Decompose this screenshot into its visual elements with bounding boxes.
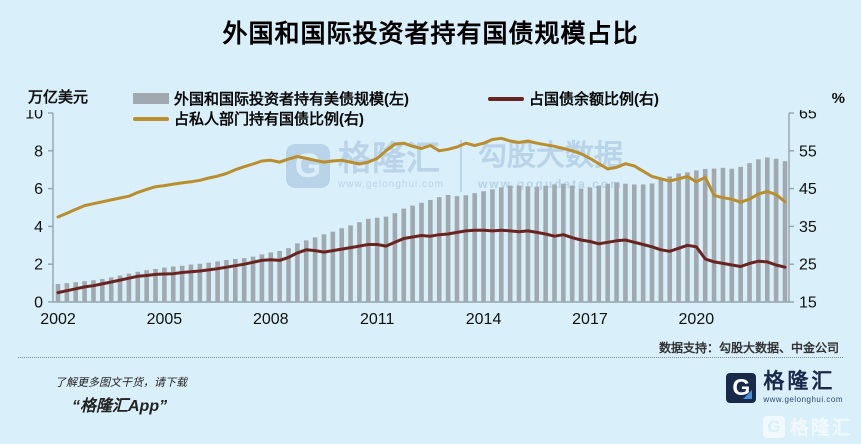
x-tick-label: 2011 (360, 311, 395, 328)
gold-line-series (56, 136, 787, 219)
left-axis-unit: 万亿美元 (28, 89, 89, 106)
corner-watermark-text: 格隆汇 (789, 418, 853, 439)
right-tick-label: 35 (799, 219, 817, 236)
corner-watermark-g-icon: G (762, 415, 785, 438)
left-tick-label: 8 (34, 143, 43, 160)
right-axis-unit: % (831, 90, 845, 107)
left-tick-label: 10 (25, 110, 43, 123)
right-tick-label: 15 (799, 295, 817, 312)
gelonghui-footer-logo: G 格隆汇 www.gelonghui.com (726, 371, 843, 404)
legend-label-gold-line: 占私人部门持有国债比例(右) (174, 111, 364, 128)
legend-swatch-red-line (488, 96, 524, 101)
x-tick-label: 2002 (40, 311, 76, 328)
legend-label-bars: 外国和国际投资者持有美债规模(左) (174, 91, 409, 108)
right-tick-label: 45 (799, 181, 817, 198)
plot-svg: 0 2 4 6 8 10 15 25 35 45 55 65 2002 2005 2008 2011 2014 2… (25, 110, 817, 328)
promo-line-2: “格隆汇App” (72, 398, 168, 415)
footer-divider (18, 357, 843, 358)
chart-title: 外国和国际投资者持有国债规模占比 (222, 20, 639, 48)
legend-item-bars: 外国和国际投资者持有美债规模(左) (133, 88, 409, 109)
x-tick-label: 2017 (572, 311, 608, 328)
x-tick-label: 2020 (679, 311, 715, 328)
left-tick-label: 6 (34, 181, 43, 198)
corner-watermark: G 格隆汇 (762, 413, 853, 440)
logo-arrow-icon (743, 389, 753, 399)
legend-item-gold-line: 占私人部门持有国债比例(右) (133, 108, 364, 129)
footer-logo-text: 格隆汇 (763, 370, 836, 393)
red-line-series (56, 228, 787, 295)
x-tick-label: 2005 (147, 311, 183, 328)
x-tick-label: 2008 (253, 311, 289, 328)
watermark-divider (459, 140, 462, 192)
legend-item-red-line: 占国债余额比例(右) (488, 88, 659, 109)
source-note: 数据支持：勾股大数据、中金公司 (658, 341, 839, 355)
legend-label-red-line: 占国债余额比例(右) (529, 91, 659, 108)
gelonghui-logo-g-icon: G (726, 372, 757, 403)
right-tick-label: 25 (799, 257, 817, 274)
right-tick-label: 65 (799, 110, 817, 123)
x-tick-label: 2014 (466, 311, 502, 328)
footer-logo-url: www.gelonghui.com (763, 395, 843, 404)
left-tick-label: 2 (34, 257, 43, 274)
legend-swatch-gold-line (133, 116, 169, 121)
right-tick-label: 55 (799, 143, 817, 160)
legend-swatch-bar (133, 93, 169, 104)
bars-series (55, 157, 788, 302)
promo-line-1: 了解更多图文干货，请下载 (55, 377, 187, 389)
left-tick-label: 4 (34, 219, 43, 236)
gogudata-watermark-url: www.gogudata.com (477, 176, 623, 191)
gelonghui-logo-icon: G (286, 144, 330, 188)
left-tick-label: 0 (34, 295, 43, 312)
gelonghui-watermark-url: www.gelonghui.com (338, 179, 444, 190)
